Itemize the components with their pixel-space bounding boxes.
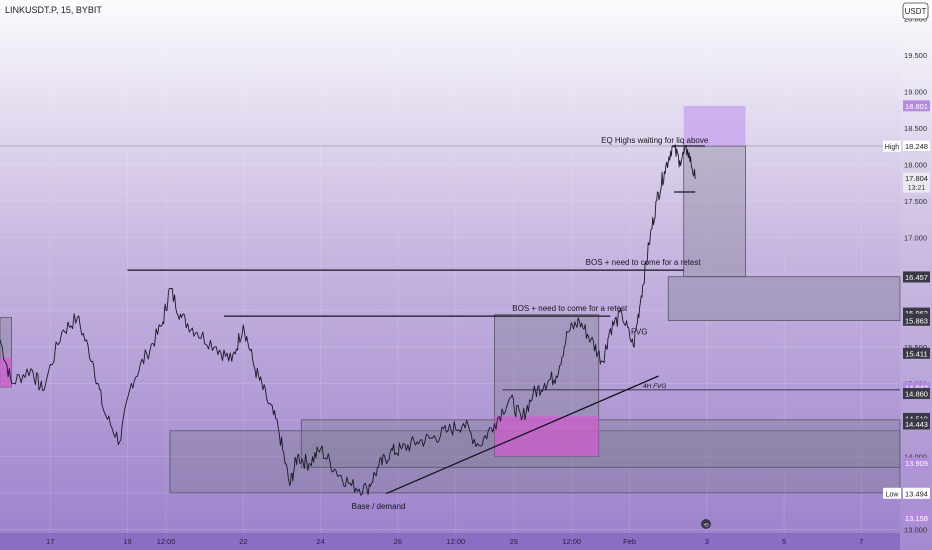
price-tag-bg bbox=[903, 347, 930, 359]
grid bbox=[0, 0, 900, 533]
annotation-bos-1: BOS + need to come for a retest bbox=[586, 258, 702, 267]
y-tick-label: 13.000 bbox=[904, 525, 927, 534]
low-value: 13.494 bbox=[905, 489, 928, 498]
price-axis[interactable]: 20.00019.50019.00018.50018.00017.50017.0… bbox=[883, 0, 932, 550]
x-tick-label: 12:00 bbox=[446, 537, 465, 546]
low-value-bg bbox=[903, 487, 930, 499]
x-tick-label: 7 bbox=[859, 537, 863, 546]
y-tick-label: 15.500 bbox=[904, 343, 927, 352]
y-tick-label: 17.500 bbox=[904, 197, 927, 206]
currency-button[interactable]: USDT bbox=[902, 2, 929, 20]
x-tick-label: Feb bbox=[623, 537, 636, 546]
annotation-fvg-4h: 4H FVG bbox=[643, 383, 666, 390]
high-tag-bg bbox=[883, 140, 901, 152]
current-price-bg bbox=[903, 172, 930, 193]
x-tick-label: 26 bbox=[394, 537, 402, 546]
price-tag-bg bbox=[903, 307, 930, 319]
horizontal-lines bbox=[0, 145, 900, 495]
price-tag-bg bbox=[903, 382, 930, 394]
high-value-bg bbox=[903, 140, 930, 152]
x-tick-label: 29 bbox=[510, 537, 518, 546]
zone-magenta bbox=[0, 357, 12, 387]
price-tag-bg bbox=[903, 100, 930, 112]
low-tag-bg bbox=[883, 487, 901, 499]
price-tag: 14.860 bbox=[905, 390, 928, 399]
price-tag-bg bbox=[903, 418, 930, 430]
annotation-bos-2: BOS + need to come for a retest bbox=[512, 304, 628, 313]
time-axis[interactable]: 17 19 12:00 22 24 26 12:00 29 12:00 Feb 3 5 7 bbox=[0, 533, 900, 550]
price-tag: 15.411 bbox=[905, 349, 927, 358]
zones bbox=[0, 105, 901, 494]
replay-icon[interactable]: ⟲ bbox=[701, 519, 711, 529]
trend-line bbox=[386, 375, 659, 495]
current-price: 17.804 bbox=[905, 174, 928, 183]
price-series bbox=[0, 144, 696, 496]
price-tag-bg bbox=[903, 512, 930, 524]
time-axis-bg bbox=[0, 533, 900, 550]
x-tick-label: 12:00 bbox=[562, 537, 581, 546]
annotation-eq-highs: EQ Highs waiting for liq above bbox=[601, 136, 709, 145]
annotation-fvg: FVG bbox=[631, 327, 647, 336]
zone-magenta bbox=[494, 416, 599, 457]
price-tag: 13.909 bbox=[905, 459, 928, 468]
zone-gray bbox=[667, 276, 901, 321]
x-tick-label: 22 bbox=[239, 537, 247, 546]
symbol-title: LINKUSDT.P, 15, BYBIT bbox=[5, 5, 102, 15]
zone-gray bbox=[300, 419, 901, 468]
price-tag-bg bbox=[903, 457, 930, 469]
zone-gray bbox=[683, 145, 746, 278]
y-tick-label: 14.000 bbox=[904, 452, 927, 461]
y-tick-label: 17.000 bbox=[904, 233, 927, 242]
y-tick-label: 18.500 bbox=[904, 124, 927, 133]
price-line bbox=[0, 144, 696, 496]
price-tag: 15.863 bbox=[905, 316, 928, 325]
y-tick-label: 18.000 bbox=[904, 160, 927, 169]
price-tag: 16.457 bbox=[905, 273, 928, 282]
price-tag-bg bbox=[903, 314, 930, 326]
high-tag-label: High bbox=[885, 144, 900, 151]
svg-text:⟲: ⟲ bbox=[703, 523, 708, 529]
annotation-base: Base / demand bbox=[352, 502, 406, 511]
y-tick-label: 19.000 bbox=[904, 87, 927, 96]
x-tick-label: 12:00 bbox=[157, 537, 176, 546]
price-tag-bg bbox=[903, 412, 930, 424]
zone-purple bbox=[683, 105, 746, 147]
y-tick-label: 19.500 bbox=[904, 51, 927, 60]
price-tag: 13.158 bbox=[905, 514, 928, 523]
currency-label[interactable]: USDT bbox=[905, 7, 927, 16]
price-tag: 18.801 bbox=[905, 102, 928, 111]
high-value: 18.248 bbox=[905, 142, 928, 151]
x-tick-label: 24 bbox=[316, 537, 324, 546]
annotations: EQ Highs waiting for liq above BOS + need… bbox=[352, 136, 709, 511]
x-tick-label: 19 bbox=[123, 537, 131, 546]
price-tag: 14.443 bbox=[905, 420, 928, 429]
price-tag-bg bbox=[903, 271, 930, 283]
x-tick-label: 5 bbox=[782, 537, 786, 546]
price-tag-bg bbox=[903, 388, 930, 400]
x-tick-label: 3 bbox=[705, 537, 709, 546]
low-tag-label: Low bbox=[886, 491, 900, 498]
x-tick-label: 17 bbox=[46, 537, 54, 546]
countdown: 13:21 bbox=[908, 185, 926, 192]
